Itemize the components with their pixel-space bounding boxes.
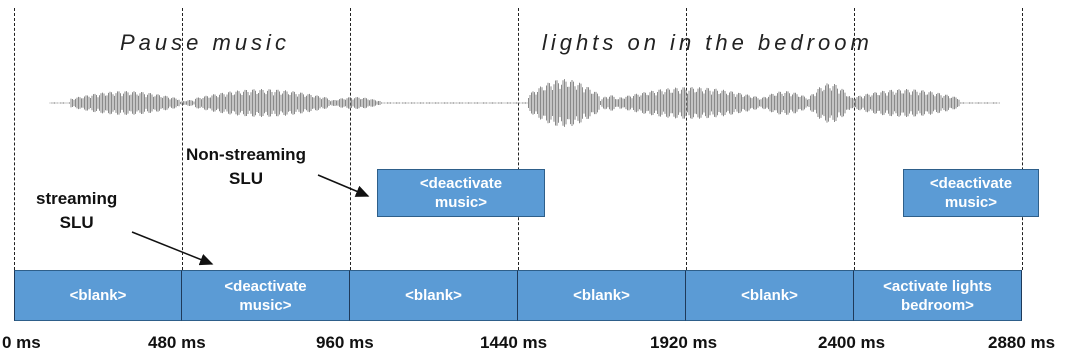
utterance-pause-music: Pause music	[120, 30, 290, 55]
time-boundary-line	[350, 8, 351, 270]
output-line: music>	[434, 194, 488, 211]
non-streaming-arrow	[317, 174, 370, 197]
waveform-path	[49, 79, 1000, 127]
non-streaming-output: <deactivate music>	[903, 169, 1039, 217]
output-line: <deactivate	[419, 175, 503, 192]
time-label: 1920 ms	[650, 333, 718, 352]
streaming-arrow	[131, 231, 214, 266]
non-streaming-slu-label: Non-streaming SLU	[186, 143, 306, 191]
streaming-segment: <deactivate music>	[182, 270, 350, 321]
utterance-lights-on: lights on in the bedroom	[542, 30, 873, 55]
time-boundary-line	[686, 8, 687, 270]
output-line: music>	[944, 194, 998, 211]
time-boundary-line	[182, 8, 183, 270]
time-label: 0 ms	[2, 333, 41, 352]
segment-line: bedroom>	[901, 296, 974, 314]
audio-waveform	[49, 79, 1000, 127]
label-line: SLU	[228, 169, 263, 188]
segment-line: <deactivate	[224, 277, 307, 295]
time-label: 480 ms	[148, 333, 206, 352]
segment-line: music>	[239, 296, 292, 314]
label-line: Non-streaming	[186, 145, 306, 164]
segment-line: <blank>	[405, 287, 462, 304]
time-label: 2400 ms	[818, 333, 886, 352]
time-label: 960 ms	[316, 333, 374, 352]
streaming-segment: <blank>	[350, 270, 518, 321]
time-label: 1440 ms	[480, 333, 548, 352]
label-line: streaming	[36, 189, 118, 208]
time-boundary-line	[518, 8, 519, 270]
time-boundary-line	[1022, 8, 1023, 270]
streaming-segment: <blank>	[686, 270, 854, 321]
streaming-slu-label: streaming SLU	[36, 187, 117, 235]
segment-line: <blank>	[573, 287, 630, 304]
streaming-segment: <activate lights bedroom>	[854, 270, 1022, 321]
segment-line: <activate lights	[883, 277, 992, 295]
streaming-segment: <blank>	[14, 270, 182, 321]
label-line: SLU	[59, 213, 94, 232]
segment-line: <blank>	[741, 287, 798, 304]
streaming-segment: <blank>	[518, 270, 686, 321]
time-boundary-line	[854, 8, 855, 270]
time-label: 2880 ms	[988, 333, 1056, 352]
output-line: <deactivate	[929, 175, 1013, 192]
non-streaming-output: <deactivate music>	[377, 169, 545, 217]
segment-line: <blank>	[69, 287, 127, 304]
time-boundary-line	[14, 8, 15, 270]
